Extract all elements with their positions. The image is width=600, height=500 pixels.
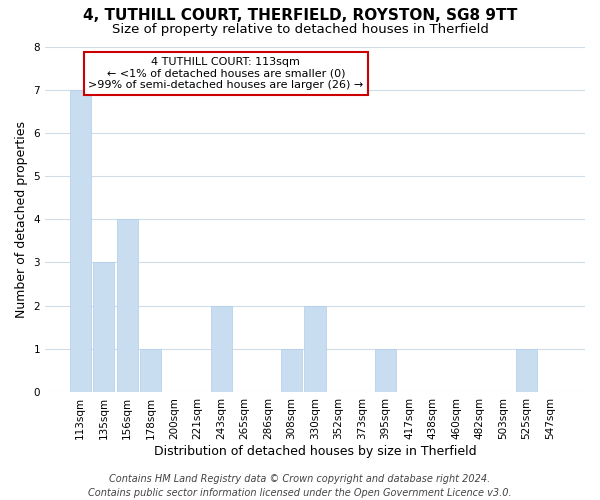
- Bar: [304, 306, 326, 392]
- Bar: [116, 219, 137, 392]
- Bar: [281, 349, 302, 392]
- Y-axis label: Number of detached properties: Number of detached properties: [15, 120, 28, 318]
- Text: 4, TUTHILL COURT, THERFIELD, ROYSTON, SG8 9TT: 4, TUTHILL COURT, THERFIELD, ROYSTON, SG…: [83, 8, 517, 22]
- Text: 4 TUTHILL COURT: 113sqm
← <1% of detached houses are smaller (0)
>99% of semi-de: 4 TUTHILL COURT: 113sqm ← <1% of detache…: [88, 57, 364, 90]
- Bar: [375, 349, 396, 392]
- Bar: [93, 262, 114, 392]
- Bar: [516, 349, 537, 392]
- X-axis label: Distribution of detached houses by size in Therfield: Distribution of detached houses by size …: [154, 444, 476, 458]
- Bar: [70, 90, 91, 392]
- Bar: [211, 306, 232, 392]
- Text: Size of property relative to detached houses in Therfield: Size of property relative to detached ho…: [112, 22, 488, 36]
- Text: Contains HM Land Registry data © Crown copyright and database right 2024.
Contai: Contains HM Land Registry data © Crown c…: [88, 474, 512, 498]
- Bar: [140, 349, 161, 392]
